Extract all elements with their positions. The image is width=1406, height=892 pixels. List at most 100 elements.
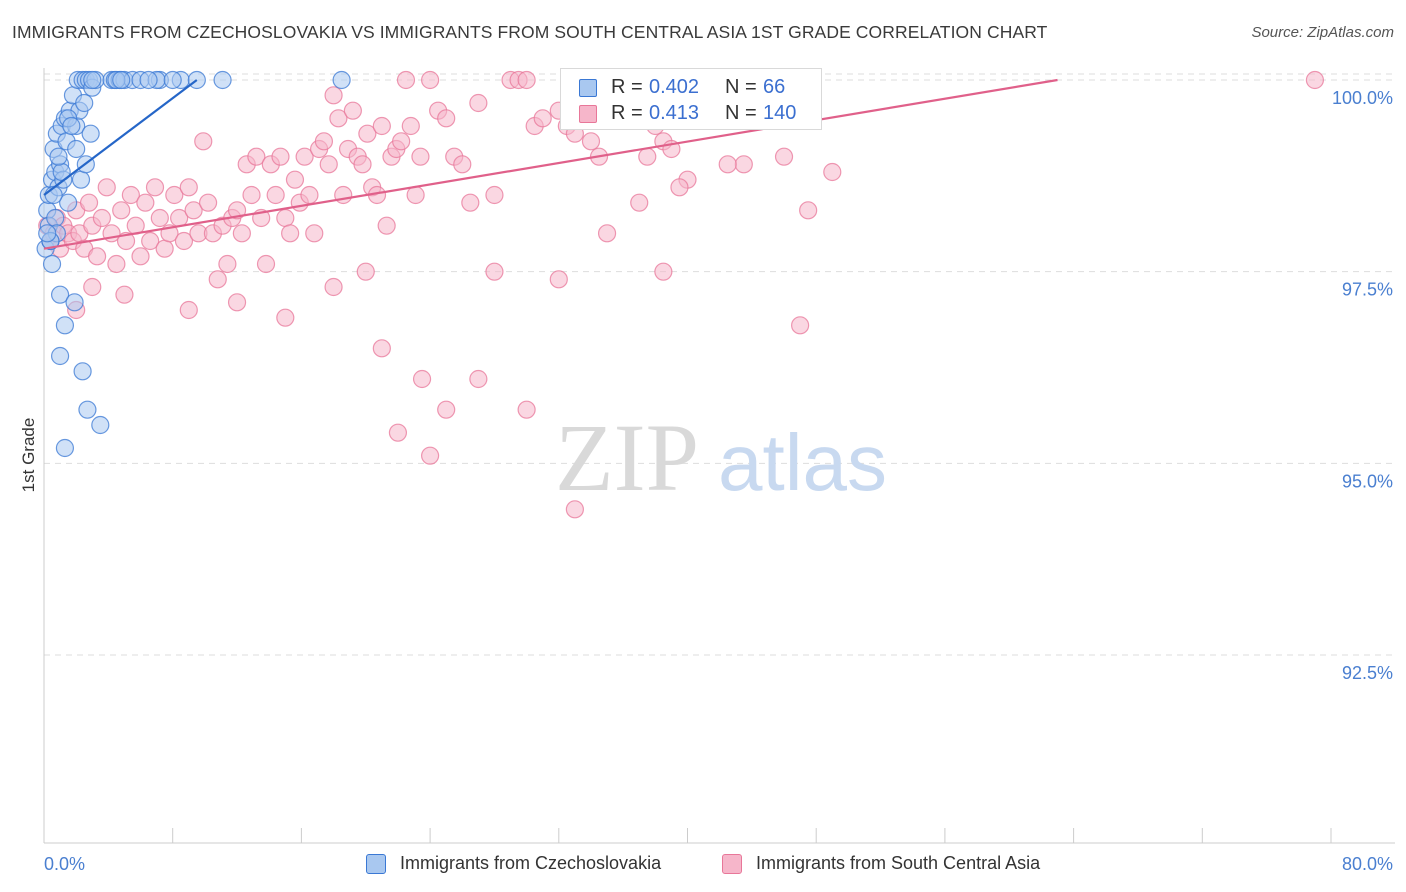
data-point (131, 247, 150, 266)
data-point (38, 224, 57, 243)
data-point (247, 147, 266, 166)
data-point (78, 400, 97, 419)
data-point (630, 193, 649, 212)
pink-swatch-icon (579, 105, 597, 123)
data-point (55, 316, 75, 335)
data-point (46, 208, 65, 228)
trend-line (43, 78, 1058, 250)
data-point (139, 70, 158, 90)
x-tick-label: 80.0% (1342, 854, 1393, 874)
data-point (437, 109, 456, 128)
data-point (81, 124, 100, 143)
source-credit: Source: ZipAtlas.com (1251, 24, 1394, 41)
data-point (91, 415, 110, 435)
trend-lines (43, 78, 1058, 250)
data-point (343, 101, 362, 120)
data-point (163, 70, 182, 90)
series-legend: Immigrants from Czechoslovakia Immigrant… (0, 852, 1406, 878)
y-tick-label: 92.5% (1342, 663, 1393, 683)
data-point (150, 208, 169, 228)
pink-swatch-icon (722, 854, 742, 874)
data-point (324, 86, 343, 105)
data-point (791, 316, 810, 335)
data-point (285, 170, 305, 189)
data-point (401, 116, 420, 136)
data-point (377, 216, 396, 235)
data-point (421, 70, 440, 90)
data-point (59, 193, 78, 212)
data-point (155, 239, 174, 258)
legend-label: Immigrants from Czechoslovakia (400, 853, 662, 873)
r-label: R = (611, 102, 643, 124)
data-point (107, 254, 126, 274)
data-point (112, 201, 131, 220)
data-point (533, 109, 552, 128)
data-point (437, 400, 456, 419)
data-point (97, 178, 116, 197)
watermark: ZIP atlas (555, 404, 887, 511)
data-point (65, 293, 84, 312)
n-label: N = (725, 76, 757, 98)
data-point (799, 201, 818, 220)
data-point (1305, 70, 1325, 90)
data-point (392, 132, 411, 151)
data-point (517, 400, 536, 419)
data-point (92, 208, 112, 228)
data-point (372, 339, 391, 358)
data-point (581, 132, 601, 151)
y-axis-title: 1st Grade (19, 418, 38, 493)
data-point (517, 70, 536, 90)
trend-line (43, 79, 198, 196)
data-point (50, 346, 70, 366)
data-point (266, 185, 285, 205)
y-tick-label: 97.5% (1342, 280, 1393, 300)
data-point (87, 247, 107, 266)
data-point (136, 193, 155, 212)
blue-swatch-icon (579, 79, 597, 97)
data-point (232, 224, 251, 243)
data-point (218, 254, 237, 274)
stats-row-south-central-asia: R = 0.413 N = 140 (561, 101, 823, 127)
data-point (358, 124, 377, 143)
data-point (654, 262, 673, 281)
data-point (184, 201, 203, 220)
data-point (79, 193, 99, 212)
data-point (774, 147, 794, 166)
data-point (295, 147, 314, 166)
data-point (372, 116, 391, 136)
data-point (83, 70, 102, 90)
data-point (406, 185, 425, 205)
stats-row-czechoslovakia: R = 0.402 N = 66 (561, 75, 823, 101)
data-point (121, 185, 140, 205)
r-value: 0.413 (649, 102, 700, 124)
data-point (73, 362, 92, 381)
data-point (179, 178, 198, 197)
data-point (734, 155, 753, 174)
data-point (174, 231, 194, 251)
data-point (256, 254, 276, 274)
data-point (469, 93, 488, 113)
data-point (396, 70, 416, 90)
data-point (461, 193, 480, 212)
data-point (823, 162, 842, 182)
data-point (83, 277, 102, 297)
watermark-zip: ZIP (555, 404, 699, 511)
data-point (319, 155, 338, 174)
data-point (329, 109, 348, 128)
series-czechoslovakia-points (36, 70, 351, 458)
data-point (165, 185, 184, 205)
data-point (565, 500, 584, 519)
data-point (194, 132, 213, 151)
data-point (227, 201, 247, 220)
data-point (145, 178, 165, 197)
data-point (332, 70, 351, 90)
data-point (305, 224, 324, 243)
watermark-atlas: atlas (718, 418, 887, 507)
data-point (453, 155, 472, 174)
data-point (49, 147, 68, 166)
data-point (597, 224, 617, 243)
data-point (213, 70, 232, 90)
data-point (485, 262, 504, 281)
data-point (353, 155, 372, 174)
